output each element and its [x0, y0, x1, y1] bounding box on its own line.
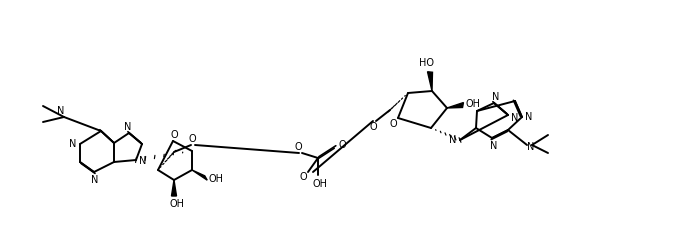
Text: O: O [338, 140, 346, 150]
Text: O: O [299, 172, 307, 182]
Text: N: N [490, 141, 498, 151]
Text: N: N [124, 122, 132, 132]
Text: OH: OH [313, 179, 327, 189]
Text: OH: OH [209, 174, 224, 184]
Text: N: N [511, 113, 519, 123]
Polygon shape [172, 180, 176, 196]
Text: HO: HO [420, 58, 435, 68]
Text: N: N [58, 106, 64, 116]
Text: N: N [527, 142, 535, 152]
Polygon shape [428, 72, 433, 91]
Text: N: N [492, 92, 500, 102]
Text: OH: OH [466, 99, 481, 109]
Text: O: O [294, 142, 302, 152]
Text: N: N [525, 112, 533, 122]
Text: O: O [370, 122, 377, 132]
Text: O: O [389, 119, 397, 129]
Polygon shape [192, 170, 207, 180]
Text: O: O [170, 130, 178, 140]
Text: N: N [92, 175, 99, 185]
Text: OH: OH [170, 199, 184, 209]
Text: N: N [450, 135, 457, 145]
Text: N: N [139, 156, 146, 166]
Text: O: O [188, 134, 196, 144]
Polygon shape [447, 103, 464, 108]
Text: N: N [69, 139, 77, 149]
